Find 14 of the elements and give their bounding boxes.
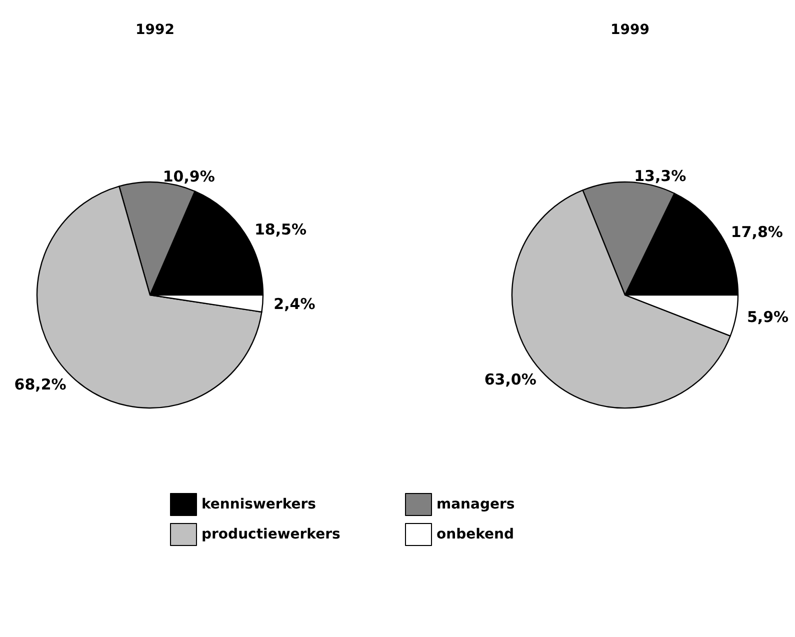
legend-label: managers xyxy=(436,496,515,512)
data-label: 5,9% xyxy=(746,308,789,326)
data-label: 2,4% xyxy=(274,294,316,313)
legend-label: productiewerkers xyxy=(202,526,340,542)
data-label: 13,3% xyxy=(634,167,686,186)
data-label: 17,8% xyxy=(730,222,783,241)
legend-label: kenniswerkers xyxy=(202,496,316,512)
data-label: 68,2% xyxy=(14,375,66,394)
data-label: 18,5% xyxy=(254,220,307,239)
chart-title: 1992 xyxy=(136,22,174,38)
chart-title: 1999 xyxy=(610,22,650,38)
data-label: 63,0% xyxy=(484,370,536,389)
legend-label: onbekend xyxy=(436,526,514,542)
data-label: 10,9% xyxy=(162,167,215,186)
